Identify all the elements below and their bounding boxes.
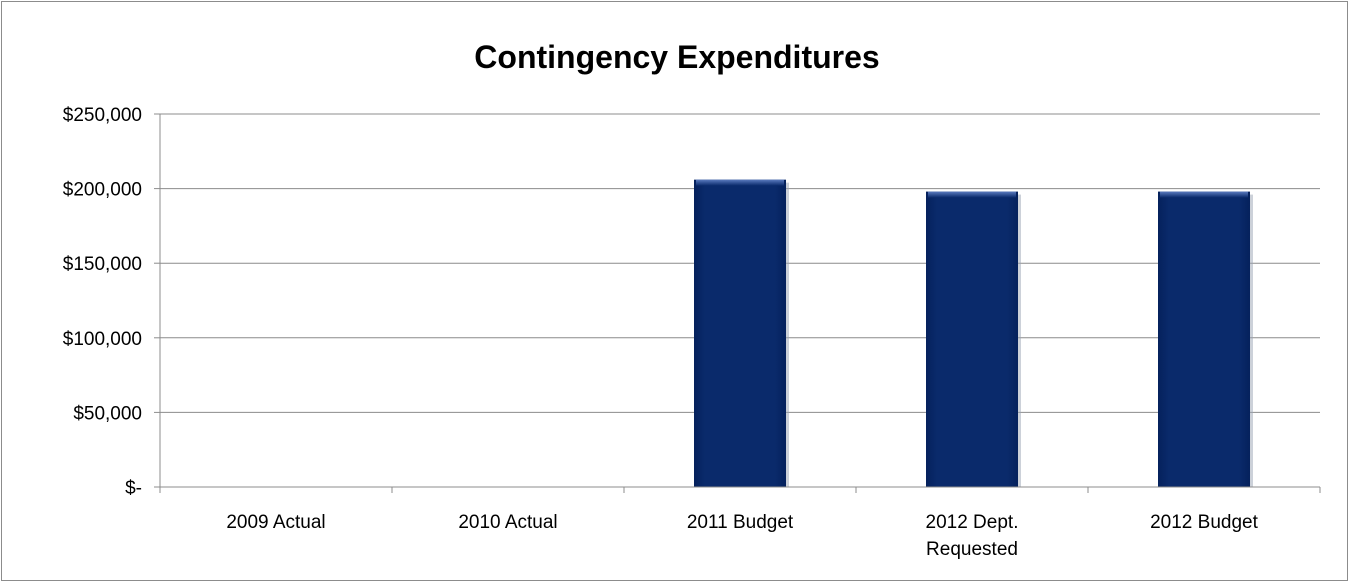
x-tick-label: 2011 Budget <box>687 512 794 533</box>
y-axis: $- $50,000 $100,000 $150,000 $200,000 $250,00… <box>63 105 161 499</box>
y-tick-label: $50,000 <box>73 403 142 424</box>
x-tick-label: 2012 Dept. Requested <box>926 512 1019 560</box>
bars <box>694 179 1253 488</box>
y-tick-label: $150,000 <box>63 254 142 275</box>
y-tick-label: $- <box>125 478 142 499</box>
x-axis: 2009 Actual 2010 Actual 2011 Budget 2012 De… <box>159 486 1321 560</box>
y-tick-label: $100,000 <box>63 329 142 350</box>
chart-title: Contingency Expenditures <box>474 39 879 75</box>
bar-highlight <box>928 191 1016 198</box>
bar <box>694 179 786 487</box>
bar <box>1158 191 1250 488</box>
y-tick-label: $250,000 <box>63 105 142 126</box>
bar-highlight <box>696 179 784 186</box>
x-tick-label: 2012 Budget <box>1150 512 1258 533</box>
y-tick-label: $200,000 <box>63 180 142 201</box>
x-tick-label: 2010 Actual <box>458 512 557 533</box>
bar-highlight <box>1160 191 1248 198</box>
bar <box>926 191 1018 488</box>
x-tick-label: 2009 Actual <box>226 512 325 533</box>
